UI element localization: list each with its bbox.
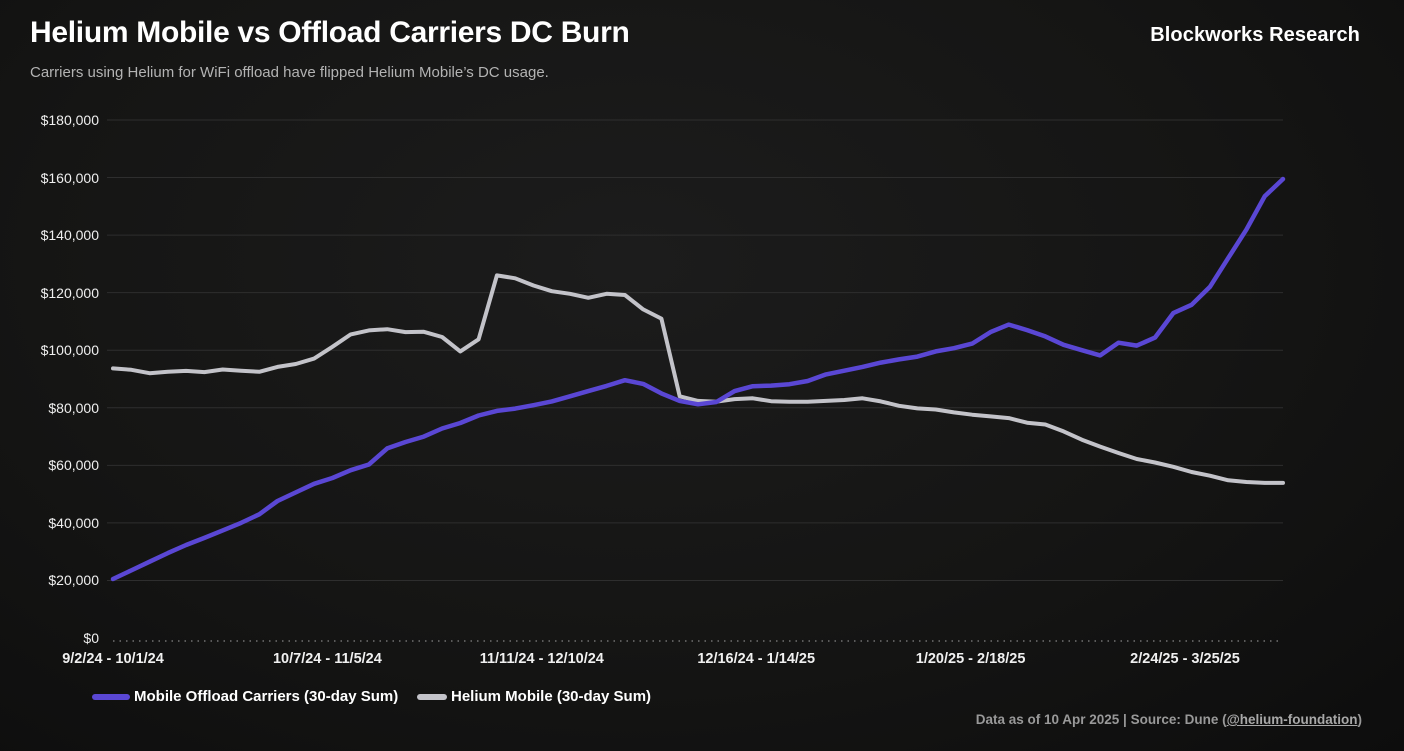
- legend-label-mobile-offload: Mobile Offload Carriers (30-day Sum): [134, 688, 399, 705]
- source-attribution: Data as of 10 Apr 2025 | Source: Dune (@…: [976, 712, 1362, 727]
- chart-subtitle: Carriers using Helium for WiFi offload h…: [30, 64, 549, 81]
- y-tick-label: $120,000: [40, 284, 99, 301]
- series-line-mobile-offload-carriers: [110, 176, 1286, 582]
- x-tick-label: 11/11/24 - 12/10/24: [479, 651, 604, 667]
- y-tick-label: $40,000: [48, 514, 99, 531]
- chart-title: Helium Mobile vs Offload Carriers DC Bur…: [30, 16, 630, 49]
- footer-suffix: ): [1357, 712, 1363, 727]
- y-tick-label: $140,000: [40, 227, 99, 244]
- x-tick-label: 2/24/25 - 3/25/25: [1130, 651, 1240, 667]
- legend-item-mobile-offload: Mobile Offload Carriers (30-day Sum): [92, 688, 398, 705]
- x-tick-label: 10/7/24 - 11/5/24: [272, 651, 382, 667]
- y-tick-label: $0: [83, 630, 99, 646]
- legend-swatch-gray: [417, 693, 447, 700]
- legend-swatch-purple: [92, 693, 130, 700]
- helium-foundation-link[interactable]: @helium-foundation: [1226, 712, 1358, 727]
- series-line-helium-mobile: [111, 273, 1285, 485]
- y-tick-label: $180,000: [40, 112, 99, 128]
- legend-item-helium-mobile: Helium Mobile (30-day Sum): [417, 688, 651, 705]
- y-tick-label: $20,000: [48, 572, 99, 589]
- y-tick-label: $160,000: [40, 169, 99, 186]
- x-tick-label: 1/20/25 - 2/18/25: [915, 651, 1026, 667]
- y-tick-label: $100,000: [40, 342, 99, 359]
- y-tick-label: $80,000: [48, 399, 99, 416]
- x-tick-label: 9/2/24 - 10/1/24: [62, 651, 164, 667]
- x-tick-label: 12/16/24 - 1/14/25: [697, 651, 816, 667]
- y-tick-label: $60,000: [48, 457, 99, 474]
- brand-logo-text: Blockworks Research: [1150, 24, 1360, 46]
- footer-prefix: Data as of 10 Apr 2025 | Source: Dune (: [975, 712, 1227, 727]
- legend-label-helium-mobile: Helium Mobile (30-day Sum): [451, 688, 652, 705]
